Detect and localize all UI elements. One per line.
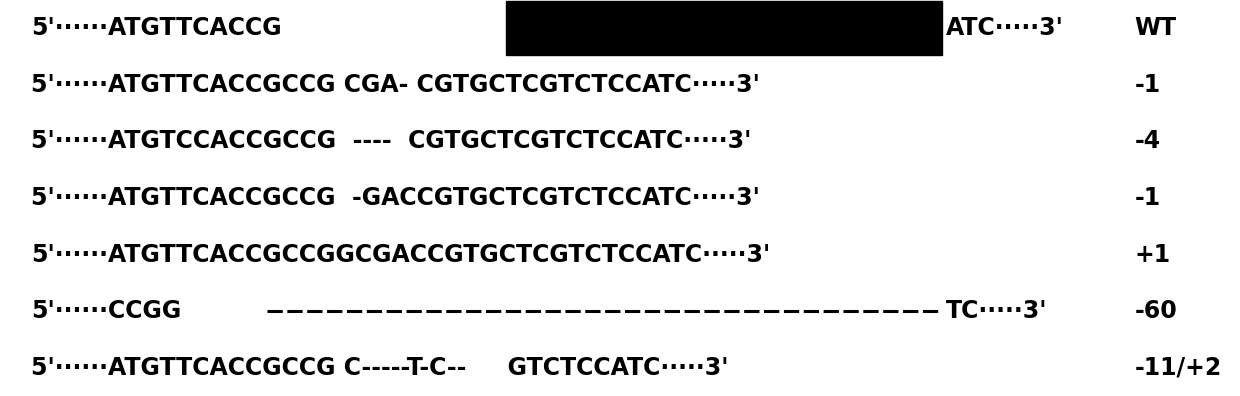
Text: -4: -4: [1135, 129, 1161, 153]
Text: TC·····3': TC·····3': [946, 299, 1048, 323]
Text: -1: -1: [1135, 186, 1161, 210]
Text: -1: -1: [1135, 73, 1161, 97]
Text: WT: WT: [1135, 16, 1177, 40]
Text: 5'······ATGTTCACCGCCGGCGACCGTGCTCGTCTCCATC·····3': 5'······ATGTTCACCGCCGGCGACCGTGCTCGTCTCCA…: [31, 243, 770, 267]
Text: +1: +1: [1135, 243, 1171, 267]
Text: ATC·····3': ATC·····3': [946, 16, 1064, 40]
Text: 5'······CCGG: 5'······CCGG: [31, 299, 181, 323]
Text: -60: -60: [1135, 299, 1177, 323]
Text: 5'······ATGTTCACCGCCG  -GACCGTGCTCGTCTCCATC·····3': 5'······ATGTTCACCGCCG -GACCGTGCTCGTCTCCA…: [31, 186, 760, 210]
Text: 5'······ATGTCCACCGCCG  ----  CGTGCTCGTCTCCATC·····3': 5'······ATGTCCACCGCCG ---- CGTGCTCGTCTCC…: [31, 129, 751, 153]
Text: 5'······ATGTTCACCGCCG C-----T-C--     GTCTCCATC·····3': 5'······ATGTTCACCGCCG C-----T-C-- GTCTCC…: [31, 356, 729, 380]
Bar: [506, 1, 942, 55]
Text: 5'······ATGTTCACCGCCG CGA- CGTGCTCGTCTCCATC·····3': 5'······ATGTTCACCGCCG CGA- CGTGCTCGTCTCC…: [31, 73, 760, 97]
Text: -11/+2: -11/+2: [1135, 356, 1221, 380]
Text: 5'······ATGTTCACCG: 5'······ATGTTCACCG: [31, 16, 281, 40]
